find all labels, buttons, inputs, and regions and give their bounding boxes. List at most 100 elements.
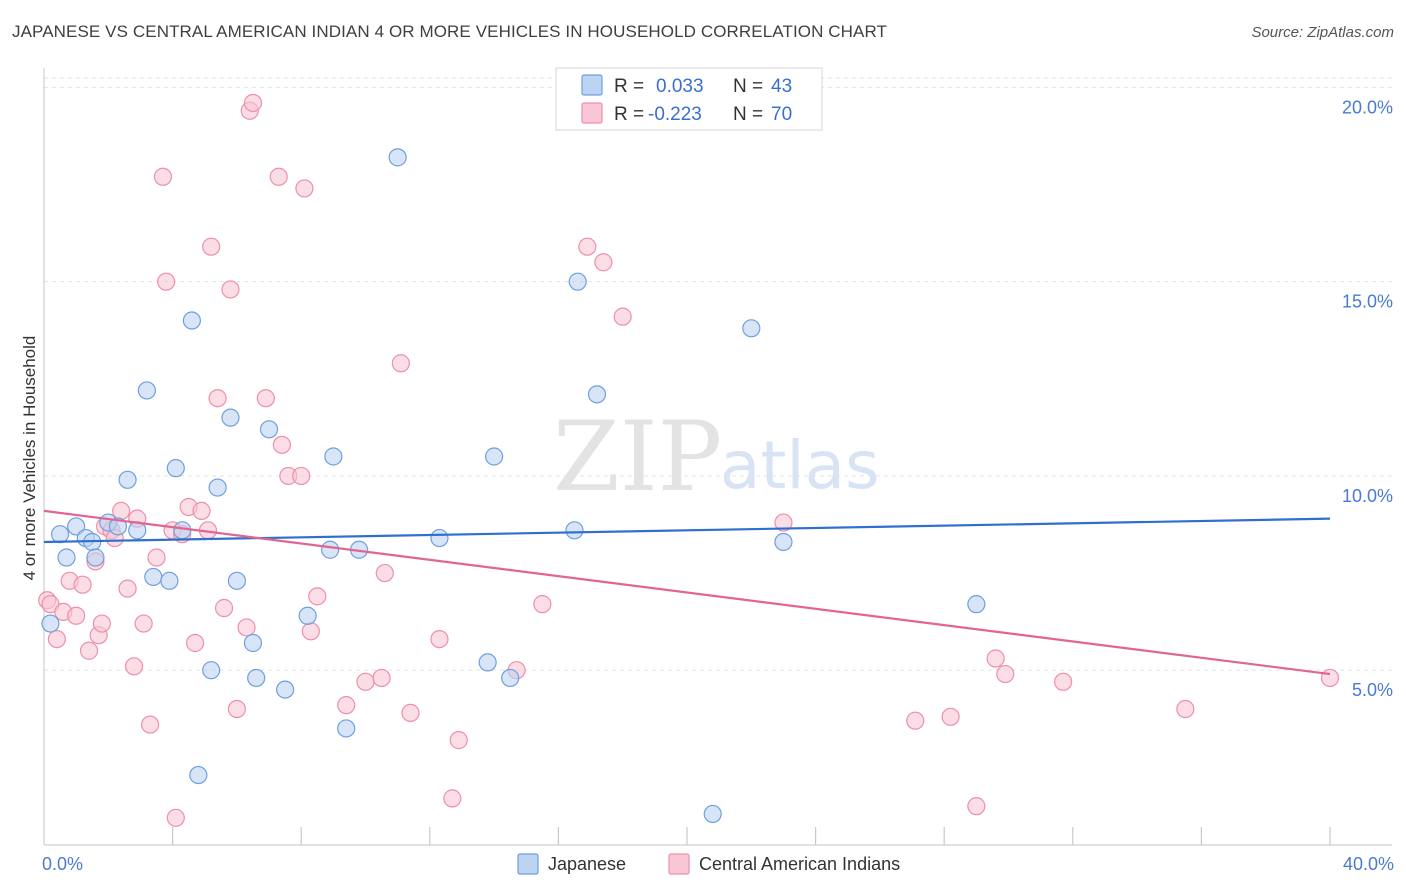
point-central-american-indians [92,614,111,633]
point-japanese [337,719,356,738]
point-japanese [160,571,179,590]
point-central-american-indians [79,641,99,660]
point-central-american-indians [391,354,410,373]
point-japanese [166,459,185,478]
point-central-american-indians [449,731,468,750]
point-japanese [276,680,295,699]
point-japanese [259,420,279,439]
point-central-american-indians [157,272,176,291]
point-central-american-indians [774,513,793,532]
point-central-american-indians [578,237,597,256]
bottom-legend-swatch-cai [668,853,690,875]
point-japanese [568,272,587,291]
point-central-american-indians [1054,672,1073,691]
point-japanese [478,653,497,672]
axes [43,68,1392,846]
point-japanese [173,521,192,540]
point-central-american-indians [337,696,356,715]
point-central-american-indians [67,606,86,625]
point-central-american-indians [401,703,420,723]
bottom-legend-label-cai: Central American Indians [699,854,900,874]
point-japanese [298,606,317,625]
point-central-american-indians [192,501,211,520]
point-japanese [41,614,60,633]
point-central-american-indians [134,614,153,633]
point-central-american-indians [301,622,320,641]
point-japanese [388,148,407,167]
correlation-legend: R = 0.033 N = 43 R = -0.223 N = 70 [555,67,823,131]
point-central-american-indians [166,808,185,827]
point-central-american-indians [272,435,292,454]
y-tick-labels: 5.0% 10.0% 15.0% 20.0% [1342,97,1393,700]
grid-lines [44,77,1392,671]
point-central-american-indians [594,253,613,272]
y-axis-title: 4 or more Vehicles in Household [20,336,39,581]
point-central-american-indians [1176,699,1195,719]
point-japanese [189,765,208,785]
point-central-american-indians [147,548,166,567]
point-japanese [108,517,128,536]
point-central-american-indians [73,575,92,594]
point-japanese [321,540,340,559]
x-tick-label: 0.0% [42,854,83,874]
point-central-american-indians [295,179,314,198]
point-central-american-indians [243,93,263,113]
series-legend: Japanese Central American Indians [517,853,900,875]
point-central-american-indians [430,629,449,649]
point-central-american-indians [906,711,925,730]
legend-n-label-japanese: N = [733,76,763,97]
point-central-american-indians [221,280,240,299]
point-central-american-indians [202,237,221,256]
watermark-zip: ZIP [553,401,722,513]
source-label: Source: ZipAtlas.com [1251,24,1394,41]
y-tick-label: 5.0% [1352,680,1393,700]
point-central-american-indians [227,699,246,719]
legend-n-value-japanese: 43 [771,76,792,97]
point-central-american-indians [996,664,1015,684]
point-central-american-indians [967,797,986,816]
trend-lines [43,509,1331,676]
y-tick-label: 10.0% [1342,486,1393,506]
point-japanese [485,447,504,466]
point-central-american-indians [153,167,173,186]
point-japanese [57,548,76,567]
point-japanese [144,567,163,587]
y-tick-label: 15.0% [1342,292,1393,312]
legend-n-label-cai: N = [733,104,763,125]
point-japanese [565,521,584,540]
point-japanese [137,381,156,400]
legend-r-label-japanese: R = [614,76,644,97]
point-japanese [324,447,343,466]
point-japanese [221,408,240,427]
point-central-american-indians [443,789,462,808]
point-japanese [703,804,722,824]
bottom-legend-swatch-japanese [517,853,539,875]
trend-line-central-american-indians [43,509,1331,676]
point-japanese [67,517,86,536]
point-central-american-indians [941,707,960,726]
point-japanese [247,668,266,688]
point-central-american-indians [269,167,288,186]
point-japanese [430,528,449,548]
point-central-american-indians [208,389,227,408]
legend-r-label-cai: R = [614,104,644,125]
point-central-american-indians [613,307,632,326]
bottom-legend-label-japanese: Japanese [548,854,626,874]
point-central-american-indians [256,389,275,408]
point-japanese [118,470,137,489]
point-japanese [50,525,70,544]
point-japanese [208,478,227,497]
point-japanese [967,595,986,614]
chart-title: JAPANESE VS CENTRAL AMERICAN INDIAN 4 OR… [12,22,888,41]
point-japanese [501,668,520,688]
point-central-american-indians [356,672,375,691]
point-central-american-indians [1320,668,1340,688]
point-central-american-indians [140,715,160,734]
point-central-american-indians [214,598,234,618]
series-japanese [41,148,986,824]
x-tick-label: 40.0% [1343,854,1394,874]
point-central-american-indians [118,579,137,598]
legend-r-value-japanese: 0.033 [656,76,704,97]
point-japanese [86,548,105,567]
